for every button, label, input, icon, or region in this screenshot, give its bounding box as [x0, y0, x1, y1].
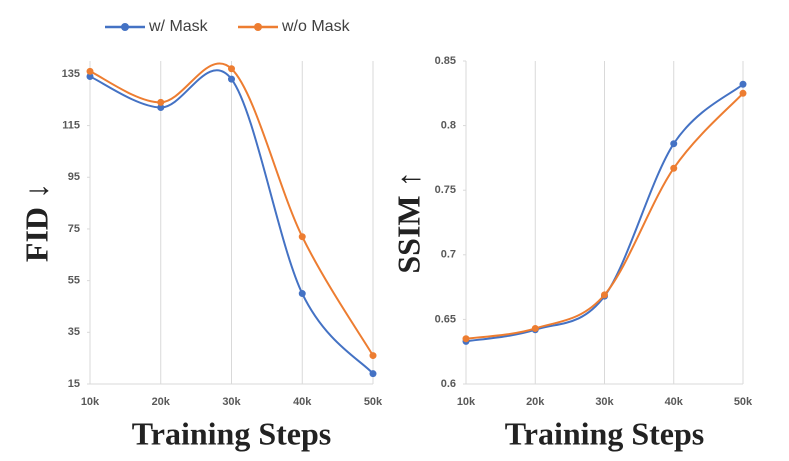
data-point: [670, 140, 678, 148]
legend-marker: [254, 23, 262, 31]
x-tick-label: 10k: [81, 396, 100, 408]
data-point: [531, 324, 539, 332]
x-tick-label: 20k: [526, 396, 545, 408]
data-point: [369, 352, 377, 360]
y-tick-label: 35: [68, 326, 80, 338]
data-point: [228, 75, 235, 83]
y-tick-label: 0.7: [441, 249, 456, 261]
legend-label: w/ Mask: [148, 18, 209, 35]
x-tick-label: 40k: [293, 396, 312, 408]
data-point: [601, 291, 608, 299]
y-tick-label: 135: [62, 68, 80, 80]
series-line: [465, 92, 744, 340]
x-axis-title: Training Steps: [132, 415, 331, 451]
data-point: [739, 89, 747, 97]
data-point: [228, 65, 235, 73]
series-line: [89, 62, 374, 357]
data-point: [462, 335, 470, 343]
data-point: [670, 164, 678, 172]
y-tick-label: 115: [62, 120, 80, 132]
y-tick-label: 55: [68, 275, 80, 287]
y-tick-label: 0.8: [441, 120, 456, 132]
y-axis-title: SSIM ↑: [390, 171, 426, 273]
legend-label: w/o Mask: [281, 18, 351, 35]
y-tick-label: 15: [68, 378, 80, 390]
series-line: [89, 69, 374, 375]
x-tick-label: 30k: [595, 396, 614, 408]
data-point: [298, 290, 306, 298]
x-tick-label: 40k: [665, 396, 684, 408]
x-tick-label: 30k: [222, 396, 241, 408]
data-point: [739, 80, 747, 88]
y-tick-label: 0.85: [435, 55, 456, 67]
legend-marker: [121, 23, 129, 31]
y-tick-label: 0.6: [441, 378, 456, 390]
data-point: [298, 233, 306, 241]
y-tick-label: 0.75: [435, 184, 456, 196]
x-tick-label: 10k: [457, 396, 476, 408]
x-tick-label: 50k: [364, 396, 383, 408]
data-point: [157, 98, 165, 106]
data-point: [157, 104, 165, 112]
x-tick-label: 20k: [152, 396, 171, 408]
y-tick-label: 0.65: [435, 313, 456, 325]
y-tick-label: 75: [68, 223, 80, 235]
y-axis-title: FID ↓: [18, 183, 54, 262]
x-tick-label: 50k: [734, 396, 753, 408]
data-point: [86, 67, 94, 75]
x-axis-title: Training Steps: [505, 415, 704, 451]
data-point: [86, 73, 94, 81]
y-tick-label: 95: [68, 171, 80, 183]
data-point: [369, 370, 377, 378]
